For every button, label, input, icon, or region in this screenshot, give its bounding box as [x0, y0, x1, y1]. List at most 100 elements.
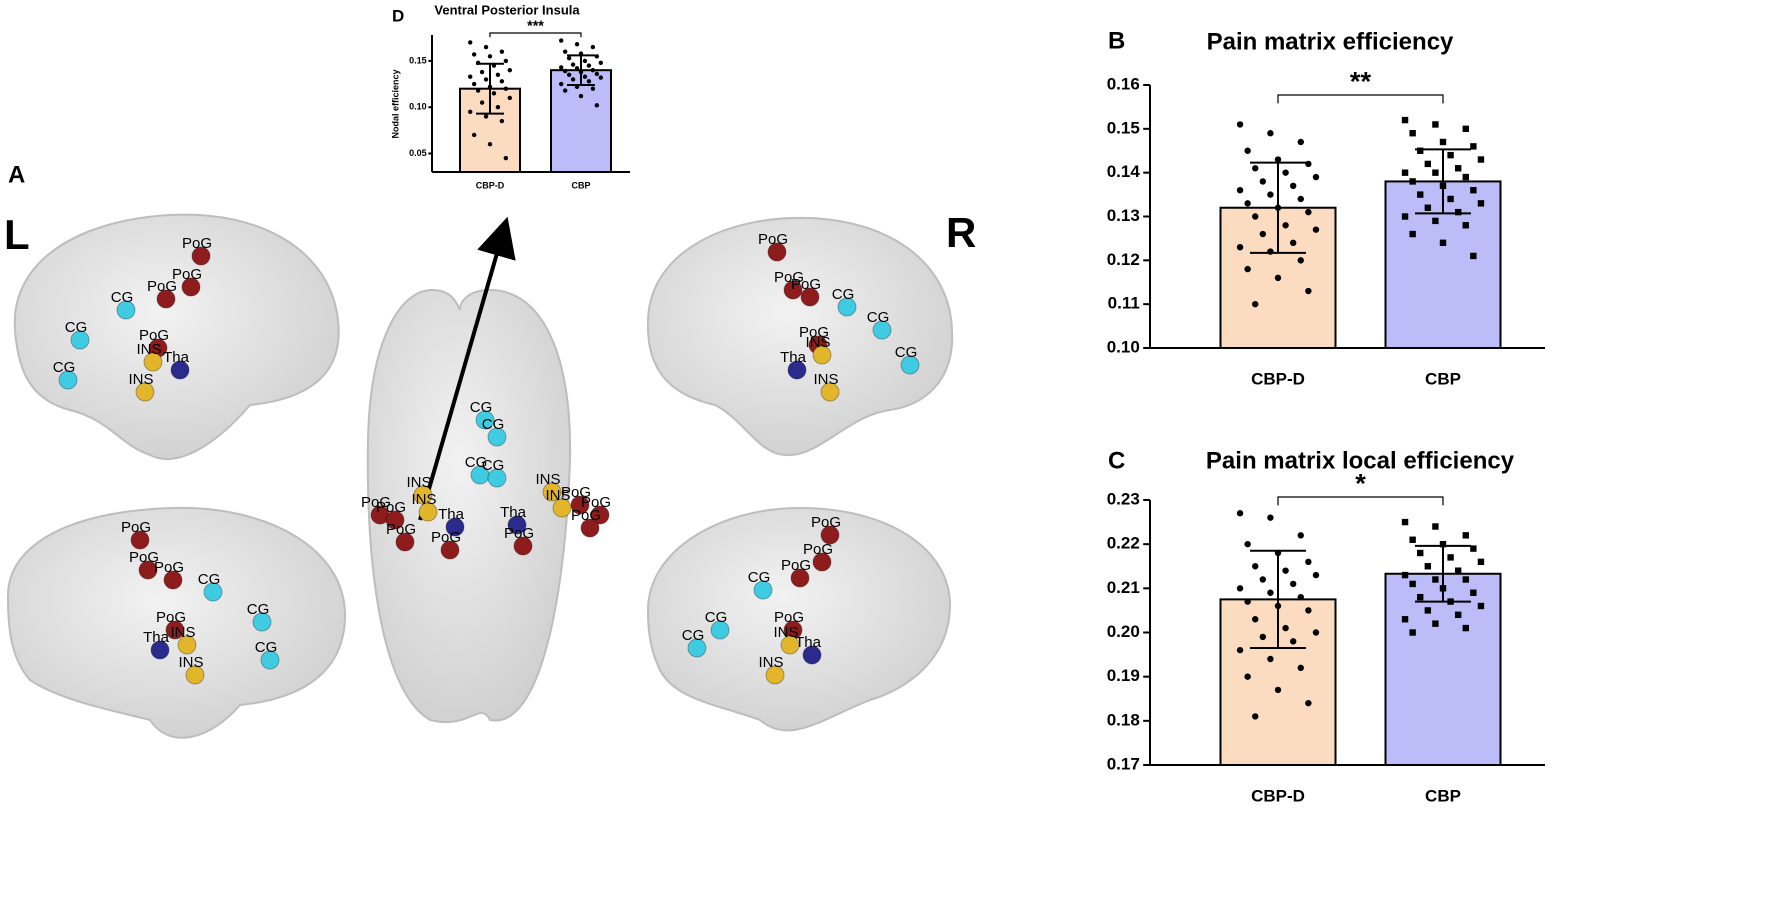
- y-tick-label: 0.14: [1107, 162, 1141, 181]
- node-label: PoG: [504, 525, 534, 542]
- x-tick-label: CBP: [1425, 786, 1461, 805]
- data-point: [495, 72, 501, 78]
- data-point: [1252, 563, 1259, 570]
- y-tick-label: 0.10: [409, 102, 427, 112]
- y-tick-label: 0.22: [1107, 534, 1140, 553]
- brain-node: [260, 650, 280, 670]
- data-point: [1454, 611, 1462, 619]
- data-point: [483, 77, 489, 82]
- x-tick-label: CBP: [571, 180, 590, 190]
- node-label: PoG: [791, 276, 821, 293]
- brain-node: [475, 410, 495, 430]
- data-point: [1401, 213, 1409, 220]
- data-point: [1297, 257, 1304, 264]
- data-point: [1477, 156, 1485, 163]
- node-label: CG: [867, 309, 890, 326]
- brain-node: [413, 485, 433, 505]
- data-point: [1259, 178, 1267, 185]
- data-point: [1470, 589, 1477, 596]
- data-point: [1267, 130, 1274, 137]
- brain-node: [138, 560, 158, 580]
- y-tick-label: 0.11: [1108, 294, 1140, 313]
- brain-node: [542, 482, 562, 502]
- node-label: CG: [832, 286, 855, 303]
- node-label: PoG: [803, 541, 833, 558]
- data-point: [562, 68, 568, 74]
- brain-node: [395, 532, 415, 552]
- data-point: [1477, 602, 1485, 610]
- brain-node: [570, 495, 590, 515]
- arrow: [418, 216, 516, 521]
- chart-title: Pain matrix local efficiency: [1206, 447, 1515, 474]
- chart-title: Ventral Posterior Insula: [434, 2, 580, 17]
- data-point: [1424, 160, 1432, 168]
- brain-node: [812, 345, 832, 365]
- brain-node: [58, 370, 78, 390]
- data-point: [507, 67, 512, 73]
- node-label: INS: [813, 371, 838, 388]
- brain-node: [418, 502, 438, 522]
- data-point: [578, 93, 584, 99]
- data-point: [1236, 121, 1244, 128]
- data-point: [1424, 204, 1432, 211]
- data-point: [483, 44, 489, 50]
- brain-node: [143, 352, 163, 372]
- data-point: [479, 100, 485, 105]
- node-label: CG: [247, 601, 270, 618]
- data-point: [1417, 191, 1424, 198]
- y-tick-label: 0.15: [1107, 118, 1140, 137]
- data-point: [1305, 208, 1312, 216]
- brain-node: [900, 355, 920, 375]
- brain-top: [366, 288, 572, 723]
- node-label: INS: [773, 624, 798, 641]
- data-point: [1252, 165, 1259, 172]
- data-point: [590, 86, 596, 91]
- brain-node: [70, 330, 90, 350]
- y-tick-label: 0.05: [409, 148, 427, 158]
- significance-label: ***: [527, 18, 544, 34]
- data-point: [1462, 173, 1469, 181]
- x-tick-label: CBP-D: [1251, 786, 1305, 805]
- brain-node: [203, 582, 223, 602]
- node-label: CG: [748, 569, 771, 586]
- node-label: CG: [682, 627, 705, 644]
- hemisphere-label: R: [946, 209, 976, 256]
- node-label: INS: [136, 341, 161, 358]
- data-point: [1417, 147, 1424, 154]
- data-point: [1409, 230, 1416, 238]
- data-point: [1401, 616, 1409, 623]
- node-label: Tha: [780, 349, 807, 366]
- node-label: PoG: [386, 521, 416, 538]
- data-point: [594, 71, 600, 77]
- data-point: [1447, 151, 1454, 159]
- data-point: [1401, 571, 1409, 579]
- data-point: [1439, 540, 1447, 548]
- data-point: [1305, 699, 1312, 707]
- significance-bracket: [1277, 496, 1444, 506]
- data-point: [1236, 187, 1244, 194]
- data-point: [590, 44, 596, 50]
- y-tick-label: 0.20: [1107, 622, 1140, 641]
- brain-node: [552, 498, 572, 518]
- data-point: [559, 65, 564, 70]
- brain-node: [191, 246, 211, 266]
- data-point: [586, 63, 592, 68]
- data-point: [1409, 629, 1416, 636]
- data-point: [1401, 518, 1409, 526]
- node-label: Tha: [500, 504, 527, 521]
- data-point: [1289, 182, 1297, 190]
- data-point: [1236, 646, 1244, 654]
- brain-node: [130, 530, 150, 550]
- data-point: [1297, 664, 1304, 672]
- significance-bracket: [1277, 94, 1444, 104]
- data-point: [1282, 222, 1289, 229]
- data-point: [1462, 532, 1469, 539]
- node-label: PoG: [121, 519, 151, 536]
- data-point: [1470, 187, 1477, 194]
- panel-label: C: [1108, 447, 1125, 474]
- brain-left-lateral: [13, 213, 340, 460]
- node-label: INS: [758, 654, 783, 671]
